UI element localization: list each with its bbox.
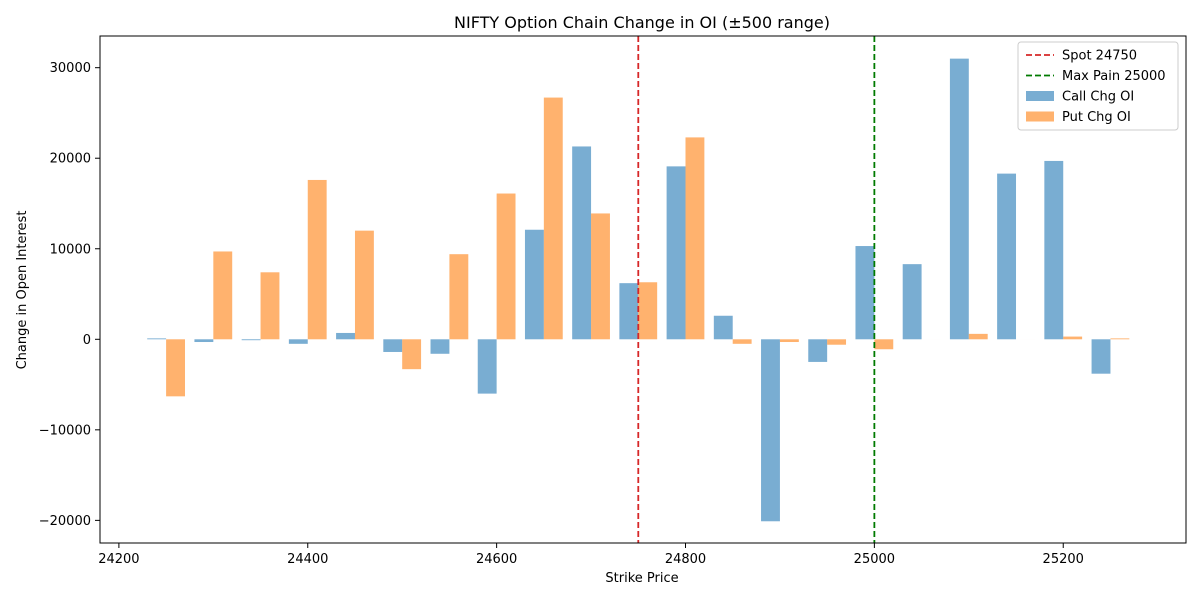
call-bar-24950 xyxy=(808,339,828,362)
call-bar-24450 xyxy=(336,332,355,340)
put-bar-25000 xyxy=(874,339,894,350)
call-bar-24900 xyxy=(761,339,780,522)
legend-swatch-call xyxy=(1026,91,1054,101)
put-bar-24850 xyxy=(732,339,752,344)
put-bar-24450 xyxy=(354,230,374,340)
put-bar-25250 xyxy=(1110,338,1130,340)
put-bar-24750 xyxy=(638,282,658,340)
call-bar-24700 xyxy=(572,146,592,340)
call-bar-25000 xyxy=(855,246,875,340)
reference-lines-layer xyxy=(637,36,876,543)
bars-layer xyxy=(147,58,1130,522)
put-bar-24700 xyxy=(591,213,610,340)
y-tick-label--10000: −10000 xyxy=(39,423,91,438)
legend-label-call: Call Chg OI xyxy=(1062,90,1134,105)
call-bar-25250 xyxy=(1091,339,1111,374)
x-tick-label-25200: 25200 xyxy=(1043,552,1084,567)
put-bar-24550 xyxy=(449,254,469,340)
call-bar-24850 xyxy=(713,315,733,340)
y-tick-label-20000: 20000 xyxy=(50,152,91,167)
put-bar-24500 xyxy=(402,339,422,370)
put-bar-25200 xyxy=(1063,336,1083,340)
call-bar-24550 xyxy=(430,339,450,354)
put-bar-25100 xyxy=(968,333,988,340)
call-bar-24750 xyxy=(619,283,639,340)
legend-label-spot: Spot 24750 xyxy=(1062,49,1137,64)
put-bar-24400 xyxy=(307,179,327,340)
call-bar-24500 xyxy=(383,339,403,352)
x-tick-label-24600: 24600 xyxy=(476,552,517,567)
call-bar-24650 xyxy=(524,229,544,340)
put-bar-24600 xyxy=(496,193,516,340)
call-bar-25200 xyxy=(1044,160,1064,340)
put-bar-24650 xyxy=(543,97,563,340)
y-axis: −20000 −10000 0 10000 20000 30000 xyxy=(39,61,100,529)
call-bar-24600 xyxy=(477,339,497,394)
x-tick-label-24400: 24400 xyxy=(287,552,328,567)
put-bar-24950 xyxy=(827,339,847,345)
legend-swatch-put xyxy=(1026,111,1054,122)
chart-title: NIFTY Option Chain Change in OI (±500 ra… xyxy=(454,13,830,32)
put-bar-24800 xyxy=(685,137,705,340)
call-bar-24300 xyxy=(194,339,214,343)
x-axis: 24200 24400 24600 24800 25000 25200 xyxy=(98,543,1084,567)
y-tick-label-10000: 10000 xyxy=(50,242,91,257)
x-tick-label-25000: 25000 xyxy=(854,552,895,567)
x-tick-label-24200: 24200 xyxy=(98,552,139,567)
legend-label-max-pain: Max Pain 25000 xyxy=(1062,69,1166,84)
plot-frame xyxy=(99,35,1187,544)
call-bar-25150 xyxy=(997,173,1017,340)
call-bar-24350 xyxy=(241,339,261,341)
legend-label-put: Put Chg OI xyxy=(1062,110,1131,125)
call-bar-25050 xyxy=(902,264,922,340)
call-bar-24400 xyxy=(288,339,308,344)
x-axis-label: Strike Price xyxy=(605,571,678,586)
put-bar-24250 xyxy=(166,339,185,397)
y-tick-label--20000: −20000 xyxy=(39,514,91,529)
put-bar-24900 xyxy=(779,339,799,343)
legend-box xyxy=(1017,41,1179,131)
y-tick-label-30000: 30000 xyxy=(50,61,91,76)
y-tick-label-0: 0 xyxy=(83,333,91,348)
legend: Spot 24750 Max Pain 25000 Call Chg OI Put C… xyxy=(1017,41,1179,131)
y-axis-label: Change in Open Interest xyxy=(15,211,30,370)
put-bar-24350 xyxy=(260,272,280,340)
put-bar-24300 xyxy=(213,251,233,340)
call-bar-24250 xyxy=(147,338,167,340)
call-bar-25100 xyxy=(949,58,969,340)
x-tick-label-24800: 24800 xyxy=(665,552,706,567)
call-bar-24800 xyxy=(666,166,686,340)
